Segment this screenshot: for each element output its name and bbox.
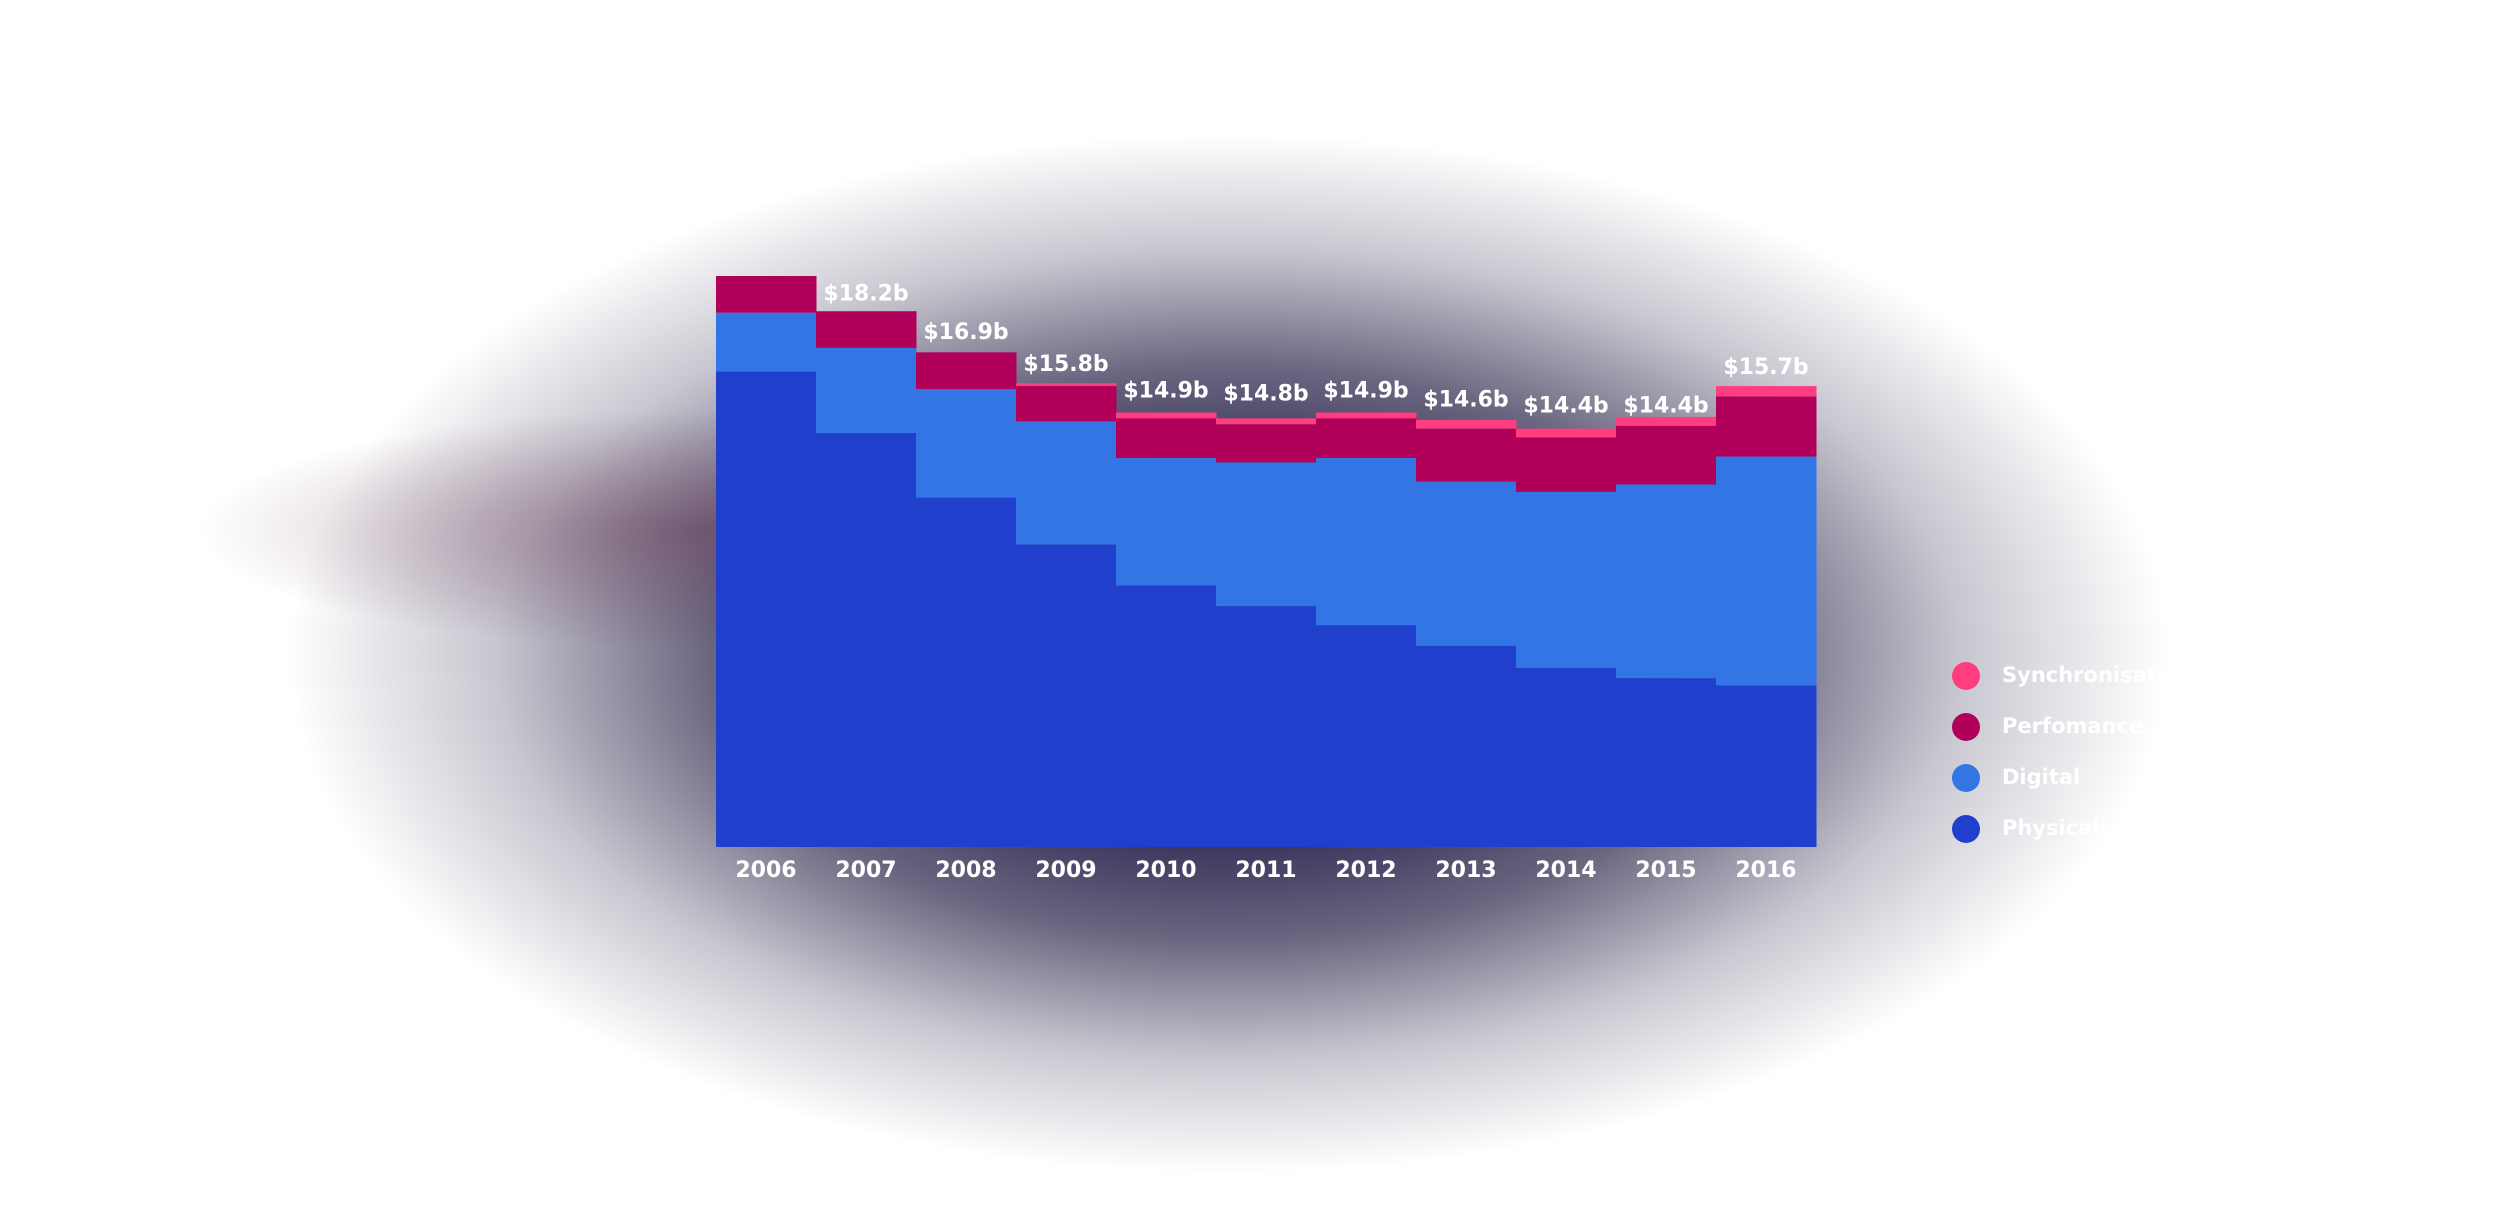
legend-marker [1952,764,1980,792]
bar-segment [1116,412,1217,419]
bar-segment [716,312,817,372]
legend-label: Perfomance [2002,714,2143,738]
legend-label: Digital [2002,765,2080,789]
bar-segment [1416,645,1517,847]
bar-segment [716,276,817,313]
bar-segment [1216,462,1317,607]
value-label: $14.9b [1123,379,1208,404]
bar-segment [1616,678,1717,847]
bar-segment [816,347,917,434]
x-tick-label: 2015 [1635,858,1696,883]
bar-segment [1216,606,1317,847]
bar-segment [1416,428,1517,482]
x-tick-label: 2014 [1535,858,1596,883]
bar-segment [1616,484,1717,679]
bar-segment [1216,418,1317,425]
bar-segment [1316,412,1417,419]
x-tick-label: 2011 [1235,858,1296,883]
bar-segment [1316,625,1417,847]
bar-segment [1516,491,1617,668]
bar-segment [1016,383,1117,387]
bar-segment [1616,416,1717,426]
bar-segment [1516,428,1617,438]
bar-segment [1316,458,1417,626]
bar-segment [1716,386,1817,397]
legend-marker [1952,662,1980,690]
x-tick-label: 2013 [1435,858,1496,883]
bar-segment [716,371,817,847]
value-label: $15.7b [1723,355,1808,380]
bar-segment [1216,424,1317,463]
bar-segment [1316,418,1417,459]
x-tick-label: 2012 [1335,858,1396,883]
bar-segment [1016,544,1117,847]
value-label: $14.8b [1223,382,1308,407]
bar-segment [1116,458,1217,586]
bar-segment [816,311,917,348]
value-label: $14.9b [1323,379,1408,404]
bar-segment [1116,585,1217,847]
x-tick-label: 2010 [1135,858,1196,883]
value-label: $16.9b [923,320,1008,345]
bar-segment [1716,456,1817,686]
bar-segment [1516,437,1617,492]
legend-marker [1952,815,1980,843]
bar-segment [1516,667,1617,847]
bar-segment [916,389,1017,498]
legend-label: Physical [2002,816,2100,840]
bar-segment [1716,685,1817,847]
bar-segment [1416,419,1517,429]
bar-segment [1016,421,1117,545]
x-tick-label: 2009 [1035,858,1096,883]
bar-segment [1116,418,1217,459]
x-tick-label: 2007 [835,858,896,883]
value-label: $14.4b [1623,393,1708,418]
value-label: $18.2b [823,282,908,307]
bar-segment [1716,396,1817,457]
x-tick-label: 2008 [935,858,996,883]
x-tick-label: 2016 [1735,858,1796,883]
bar-segment [916,497,1017,847]
bar-segment [1616,425,1717,485]
value-label: $14.4b [1523,393,1608,418]
bar-segment [1016,386,1117,422]
bar-segment [1416,481,1517,646]
bar-segment [916,352,1017,390]
bar-segment [816,433,917,847]
legend-marker [1952,713,1980,741]
x-tick-label: 2006 [735,858,796,883]
value-label: $14.6b [1423,387,1508,412]
legend-label: Synchronisation [2002,663,2193,687]
value-label: $15.8b [1023,352,1108,377]
